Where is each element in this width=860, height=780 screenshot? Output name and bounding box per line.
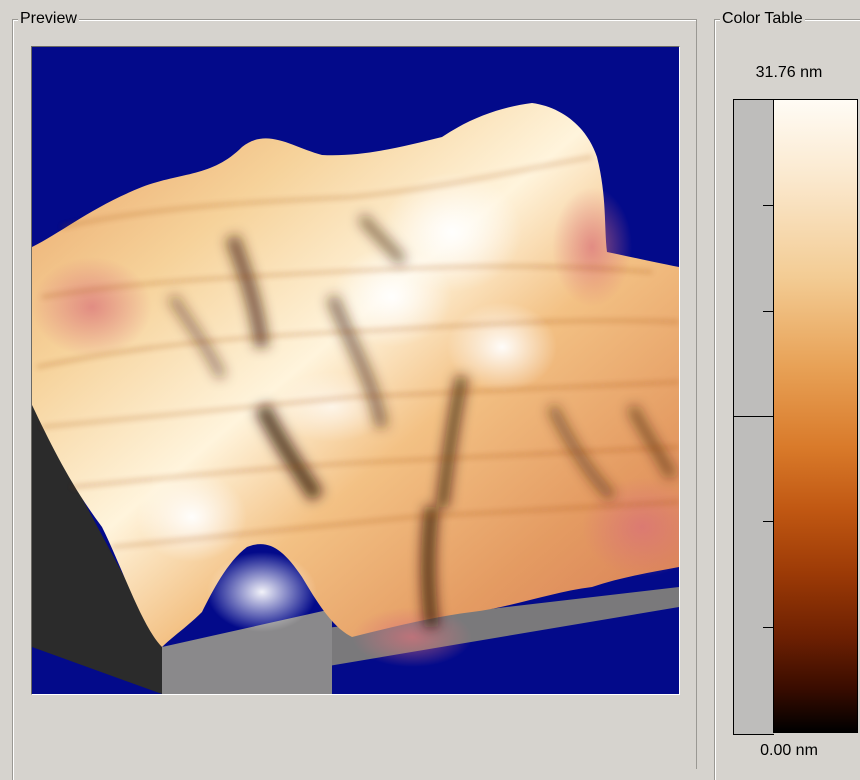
surface-3d-view[interactable] (31, 46, 680, 695)
base-left-side (32, 405, 162, 694)
preview-groupbox-edge (696, 19, 697, 769)
color-gradient-bar (773, 99, 858, 733)
min-height-label: 0.00 nm (760, 742, 818, 759)
base-front-shade (162, 609, 332, 694)
color-bar-left-panel (733, 99, 774, 735)
height-surface (32, 103, 679, 667)
preview-groupbox (12, 19, 697, 780)
color-bar-tick (763, 205, 773, 206)
color-bar-mid-tick (733, 416, 773, 417)
color-bar-tick (763, 311, 773, 312)
preview-legend: Preview (18, 10, 79, 28)
color-table-legend: Color Table (720, 10, 805, 28)
color-bar-tick (763, 627, 773, 628)
surface-render (32, 103, 679, 694)
max-height-label: 31.76 nm (755, 64, 823, 81)
color-bar-tick (763, 521, 773, 522)
